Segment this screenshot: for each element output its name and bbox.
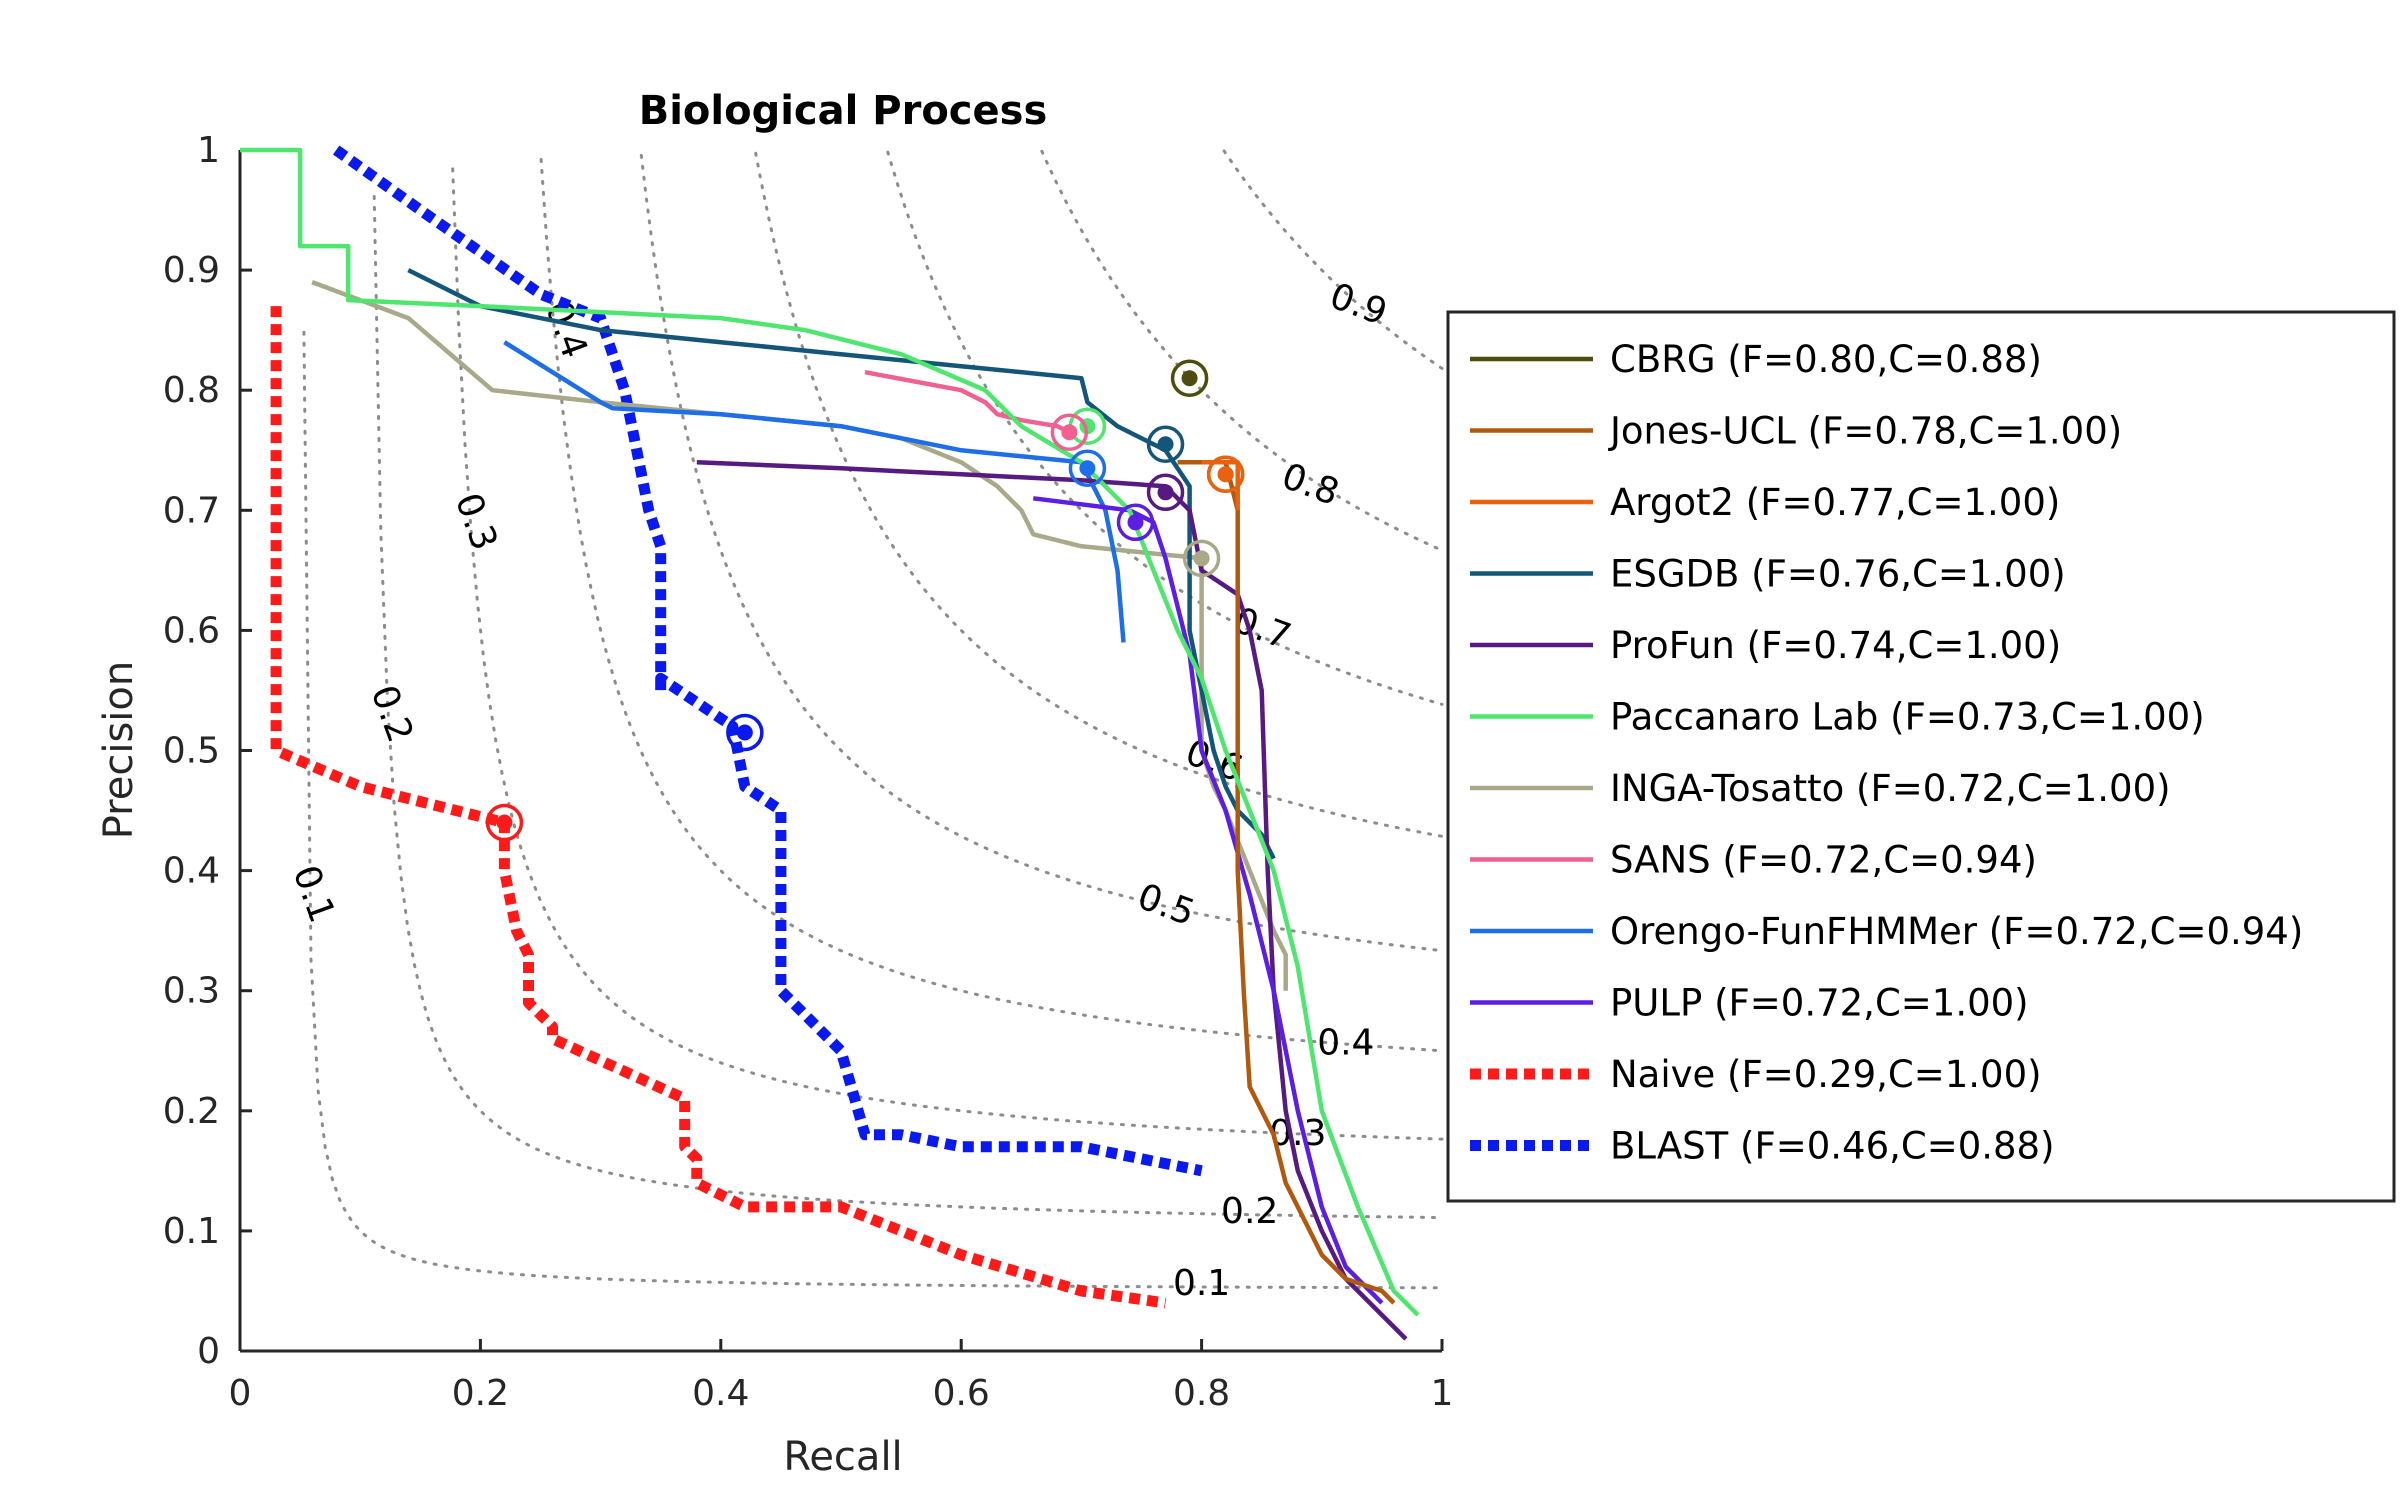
y-tick-label: 0 xyxy=(197,1331,220,1372)
x-tick-label: 0.6 xyxy=(933,1373,990,1414)
max-f-markers xyxy=(485,359,1245,842)
iso-f-curve xyxy=(372,195,1444,1220)
legend-label: SANS (F=0.72,C=0.94) xyxy=(1610,839,2037,882)
y-tick-label: 0.1 xyxy=(163,1211,220,1252)
iso-f-label: 0.1 xyxy=(1173,1263,1230,1304)
max-f-ring xyxy=(726,713,764,752)
legend-label: Jones-UCL (F=0.78,C=1.00) xyxy=(1608,410,2122,453)
legend-label: Naive (F=0.29,C=1.00) xyxy=(1610,1053,2042,1096)
y-axis-title: Precision xyxy=(96,661,142,839)
y-tick-label: 0.9 xyxy=(163,250,220,291)
y-tick-label: 0.2 xyxy=(163,1091,220,1132)
legend-box xyxy=(1446,310,2396,1203)
series-line xyxy=(864,369,1071,435)
legend-label: ESGDB (F=0.76,C=1.00) xyxy=(1610,553,2066,596)
iso-f-curve xyxy=(302,330,1444,1290)
y-tick-label: 0.7 xyxy=(163,490,220,531)
legend-label: Orengo-FunFHMMer (F=0.72,C=0.94) xyxy=(1610,910,2303,953)
series-line xyxy=(407,268,1276,860)
y-tick-label: 0.6 xyxy=(163,610,220,651)
max-f-ring xyxy=(1170,359,1209,397)
legend-label: BLAST (F=0.46,C=0.88) xyxy=(1610,1125,2055,1168)
legend-label: PULP (F=0.72,C=1.00) xyxy=(1610,982,2029,1025)
iso-f-curve xyxy=(539,158,1444,1053)
x-axis-title: Recall xyxy=(783,1434,902,1480)
legend-label: INGA-Tosatto (F=0.72,C=1.00) xyxy=(1610,767,2171,810)
axes: 0 0.2 0.4 0.6 0.8 1 0 0.1 0.2 0.3 0.4 0.5 0.6 0.7 0.8 0… xyxy=(163,130,1454,1414)
max-f-ring xyxy=(1206,455,1245,494)
x-tick-label: 0.2 xyxy=(452,1373,509,1414)
iso-f-curve xyxy=(639,153,1444,953)
y-tick-label: 0.4 xyxy=(163,851,220,892)
iso-f-curve xyxy=(754,151,1444,838)
max-f-point xyxy=(1193,550,1210,567)
series-line xyxy=(1033,496,1384,1305)
max-f-point xyxy=(1127,514,1144,531)
chart-title: Biological Process xyxy=(639,88,1048,134)
legend-label: ProFun (F=0.74,C=1.00) xyxy=(1610,624,2061,667)
max-f-point xyxy=(736,724,753,741)
max-f-point xyxy=(1157,484,1174,501)
series-line xyxy=(311,279,1288,991)
max-f-point xyxy=(496,814,513,831)
max-f-ring xyxy=(1116,503,1155,542)
x-tick-label: 0 xyxy=(229,1373,252,1414)
max-f-point xyxy=(1217,466,1234,483)
x-tick-label: 1 xyxy=(1431,1373,1454,1414)
legend-label: Paccanaro Lab (F=0.73,C=1.00) xyxy=(1610,696,2205,739)
max-f-point xyxy=(1061,424,1078,441)
max-f-ring xyxy=(1068,449,1107,488)
max-f-point xyxy=(1157,436,1174,453)
legend-label: Argot2 (F=0.77,C=1.00) xyxy=(1610,481,2060,524)
max-f-ring xyxy=(1050,413,1089,451)
iso-f-label: 0.2 xyxy=(1221,1191,1278,1232)
legend: CBRG (F=0.80,C=0.88) Jones-UCL (F=0.78,C=… xyxy=(1446,310,2396,1203)
max-f-ring xyxy=(485,803,524,842)
y-tick-label: 0.8 xyxy=(163,370,220,411)
iso-f-curve xyxy=(1040,149,1444,552)
max-f-point xyxy=(1079,460,1096,477)
iso-f-curve xyxy=(1222,149,1444,370)
x-tick-label: 0.4 xyxy=(692,1373,749,1414)
series-line xyxy=(240,147,1420,1317)
max-f-point xyxy=(1181,370,1198,387)
iso-f-curve xyxy=(451,167,1444,1141)
max-f-ring xyxy=(1146,473,1185,512)
legend-label: CBRG (F=0.80,C=0.88) xyxy=(1610,338,2042,381)
series-line xyxy=(696,460,1408,1341)
y-tick-label: 0.5 xyxy=(163,731,220,772)
series-line xyxy=(503,340,1126,643)
y-tick-label: 0.3 xyxy=(163,971,220,1012)
series-line xyxy=(1177,460,1396,1305)
y-tick-label: 1 xyxy=(197,130,220,171)
max-f-ring xyxy=(1182,539,1221,578)
iso-f-curve xyxy=(886,150,1444,706)
x-tick-label: 0.8 xyxy=(1173,1373,1230,1414)
max-f-ring xyxy=(1146,425,1185,463)
iso-f-label: 0.4 xyxy=(1317,1023,1374,1064)
series-line xyxy=(333,145,1203,1177)
